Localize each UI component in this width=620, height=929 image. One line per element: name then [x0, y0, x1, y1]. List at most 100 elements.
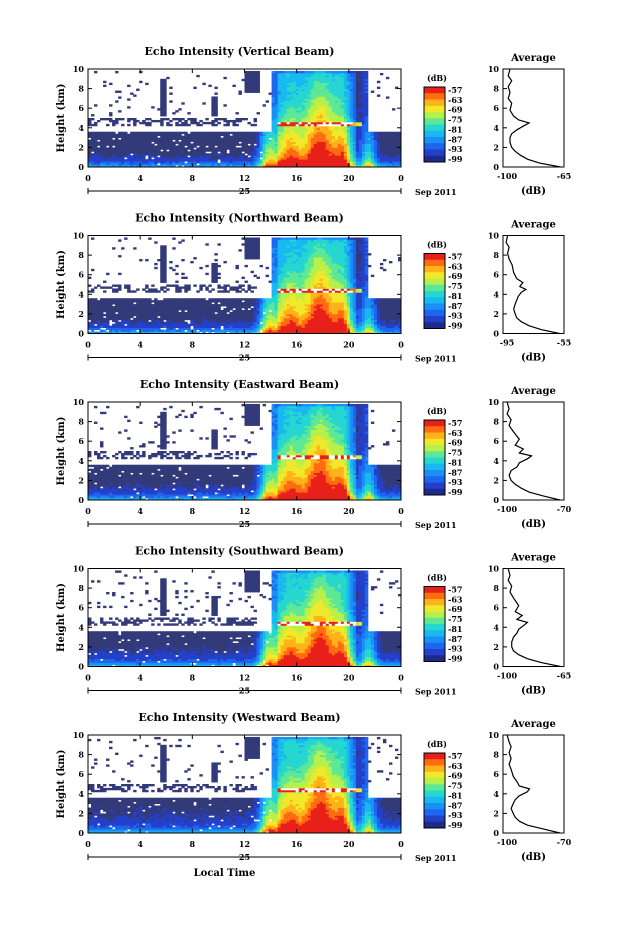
echo-cell: [346, 119, 351, 123]
echo-cell: [325, 155, 330, 158]
echo-cell: [208, 309, 212, 313]
echo-cell: [307, 98, 312, 101]
avg-y-tick-label: 2: [493, 142, 499, 152]
echo-cell: [247, 139, 251, 142]
echo-cell: [250, 74, 254, 78]
echo-cell: [283, 317, 288, 321]
echo-cell: [349, 119, 354, 123]
echo-cell: [352, 78, 357, 82]
echo-cell: [157, 131, 161, 135]
echo-cell: [382, 131, 387, 135]
echo-cell: [241, 159, 245, 162]
echo-cell: [259, 139, 263, 142]
echo-cell: [313, 165, 318, 168]
echo-cell: [358, 300, 363, 303]
echo-cell: [316, 327, 321, 330]
echo-cell: [301, 306, 306, 309]
echo-cell: [361, 163, 366, 166]
echo-cell: [274, 165, 279, 168]
echo-cell: [163, 84, 167, 88]
echo-cell: [313, 302, 318, 305]
echo-cell: [319, 116, 324, 119]
echo-cell: [109, 104, 113, 107]
echo-cell: [301, 102, 306, 105]
echo-cell: [295, 308, 300, 311]
echo-cell: [100, 323, 104, 327]
echo-cell: [268, 135, 272, 138]
echo-cell: [346, 327, 351, 330]
echo-cell: [334, 94, 339, 97]
echo-cell: [127, 145, 131, 148]
echo-cell: [352, 80, 357, 84]
echo-cell: [181, 121, 185, 125]
echo-cell: [355, 88, 360, 91]
echo-cell: [208, 139, 212, 142]
echo-cell: [130, 321, 134, 325]
echo-cell: [256, 72, 260, 76]
echo-cell: [169, 327, 173, 330]
echo-cell: [367, 298, 372, 301]
echo-cell: [91, 308, 95, 311]
echo-cell: [376, 319, 381, 323]
echo-cell: [208, 311, 212, 315]
echo-cell: [313, 129, 318, 133]
echo-cell: [322, 153, 327, 156]
echo-cell: [106, 331, 110, 334]
echo-cell: [115, 327, 119, 330]
echo-cell: [346, 131, 351, 135]
echo-cell: [109, 119, 113, 123]
echo-cell: [163, 102, 167, 105]
echo-cell: [175, 329, 179, 332]
echo-cell: [262, 327, 266, 330]
echo-cell: [301, 133, 306, 137]
echo-cell: [367, 304, 372, 307]
echo-cell: [214, 110, 218, 113]
echo-cell: [349, 311, 354, 315]
echo-cell: [175, 118, 179, 121]
echo-cell: [253, 76, 257, 80]
echo-cell: [130, 311, 134, 315]
echo-cell: [178, 135, 182, 138]
echo-cell: [235, 309, 239, 313]
echo-cell: [352, 311, 357, 315]
echo-cell: [133, 325, 137, 329]
echo-cell: [307, 149, 312, 152]
echo-cell: [391, 327, 396, 330]
echo-cell: [94, 165, 98, 168]
echo-cell: [148, 313, 152, 317]
echo-cell: [169, 317, 173, 321]
echo-cell: [157, 153, 161, 156]
echo-cell: [271, 302, 275, 305]
echo-cell: [394, 306, 399, 309]
echo-cell: [142, 313, 146, 317]
echo-cell: [109, 306, 113, 309]
echo-cell: [316, 308, 321, 311]
echo-cell: [277, 302, 282, 305]
echo-cell: [121, 302, 125, 305]
echo-cell: [292, 153, 297, 156]
echo-cell: [343, 300, 348, 303]
echo-cell: [127, 321, 131, 325]
echo-cell: [280, 157, 285, 160]
echo-cell: [322, 90, 327, 93]
echo-cell: [322, 112, 327, 115]
echo-cell: [328, 94, 333, 97]
echo-cell: [388, 315, 393, 319]
echo-cell: [394, 163, 399, 166]
echo-cell: [298, 72, 303, 76]
echo-cell: [157, 161, 161, 164]
echo-cell: [361, 159, 366, 162]
echo-cell: [295, 298, 300, 301]
echo-cell: [250, 137, 254, 140]
echo-cell: [154, 313, 158, 317]
echo-cell: [256, 311, 260, 315]
echo-cell: [253, 119, 257, 123]
echo-cell: [208, 135, 212, 138]
echo-cell: [124, 308, 128, 311]
echo-cell: [325, 94, 330, 97]
echo-cell: [166, 155, 170, 158]
echo-cell: [148, 155, 152, 158]
echo-cell: [172, 155, 176, 158]
echo-cell: [307, 121, 312, 125]
echo-cell: [289, 143, 294, 146]
